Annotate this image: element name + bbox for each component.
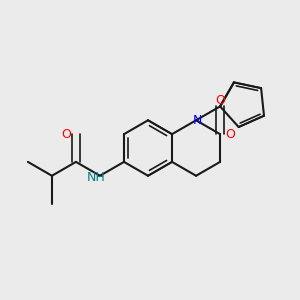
Text: NH: NH [87,171,105,184]
Text: O: O [215,94,225,107]
Text: O: O [225,128,235,141]
Text: O: O [61,128,71,141]
Text: N: N [192,114,202,127]
